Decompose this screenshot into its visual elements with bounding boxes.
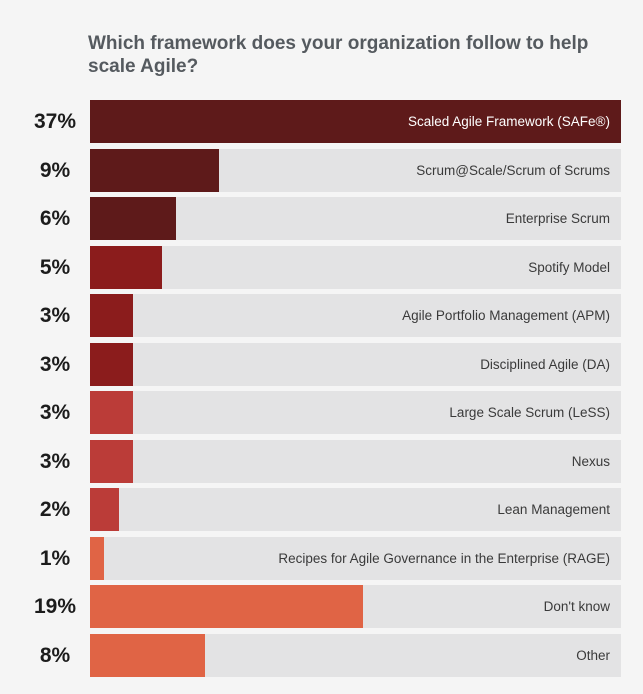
- bar-category-label: Scrum@Scale/Scrum of Scrums: [416, 162, 610, 178]
- bar-category-label: Scaled Agile Framework (SAFe®): [407, 114, 610, 129]
- bar: [90, 439, 133, 483]
- bar-row: 3% Large Scale Scrum (LeSS): [0, 391, 643, 434]
- bar-track: Large Scale Scrum (LeSS): [90, 391, 621, 434]
- bar-track: Don't know: [90, 585, 621, 628]
- bar-value-label: 3%: [39, 352, 71, 376]
- bar-value-label: 3%: [39, 304, 71, 327]
- bar-category-label: Nexus: [571, 453, 610, 469]
- chart-title: Which framework does your organization f…: [88, 33, 589, 77]
- bar-category-label: Agile Portfolio Management (APM): [402, 308, 610, 323]
- bar-track: Disciplined Agile (DA): [90, 342, 621, 386]
- bar-row: 3% Nexus: [0, 439, 643, 483]
- bar: [90, 100, 621, 143]
- bar: [90, 245, 162, 289]
- bar-value-label: 2%: [39, 498, 71, 521]
- bar-category-label: Spotify Model: [528, 259, 610, 275]
- bar-row: 3% Agile Portfolio Management (APM): [0, 294, 643, 337]
- bar-category-label: Lean Management: [497, 502, 610, 517]
- bar-value-label: 8%: [39, 643, 71, 667]
- bar: [90, 197, 176, 240]
- bar-row: 5% Spotify Model: [0, 245, 643, 289]
- bar-value-label: 6%: [39, 207, 71, 230]
- bar-row: 9% Scrum@Scale/Scrum of Scrums: [0, 148, 643, 192]
- bar-row: 6% Enterprise Scrum: [0, 197, 643, 240]
- bar-track: Scrum@Scale/Scrum of Scrums: [90, 148, 621, 192]
- bar-category-label: Enterprise Scrum: [505, 211, 610, 226]
- bar-track: Spotify Model: [90, 245, 621, 289]
- bar-category-label: Disciplined Agile (DA): [480, 356, 610, 372]
- bar: [90, 488, 119, 531]
- bar-row: 37% Scaled Agile Framework (SAFe®): [0, 100, 643, 143]
- bar-value-label: 3%: [39, 449, 71, 473]
- bar-value-label: 1%: [39, 546, 71, 570]
- bar-value-label: 3%: [39, 401, 71, 424]
- bar: [90, 585, 363, 628]
- bar: [90, 633, 205, 677]
- bar: [90, 148, 219, 192]
- bar-value-label: 37%: [33, 110, 77, 133]
- bar-track: Lean Management: [90, 488, 621, 531]
- bar-category-label: Large Scale Scrum (LeSS): [449, 405, 610, 420]
- bar-row: 19% Don't know: [0, 585, 643, 628]
- bar: [90, 536, 104, 580]
- bar-track: Agile Portfolio Management (APM): [90, 294, 621, 337]
- bar: [90, 391, 133, 434]
- bar-row: 8% Other: [0, 633, 643, 677]
- bar-track: Recipes for Agile Governance in the Ente…: [90, 536, 621, 580]
- bar: [90, 294, 133, 337]
- bar-value-label: 9%: [39, 158, 71, 182]
- bar-row: 2% Lean Management: [0, 488, 643, 531]
- bar-row: 1% Recipes for Agile Governance in the En…: [0, 536, 643, 580]
- bar-track: Nexus: [90, 439, 621, 483]
- bar-track: Enterprise Scrum: [90, 197, 621, 240]
- bar-value-label: 5%: [39, 255, 71, 279]
- bar: [90, 342, 133, 386]
- bar-track: Other: [90, 633, 621, 677]
- bar-value-label: 19%: [33, 595, 77, 618]
- bar-category-label: Recipes for Agile Governance in the Ente…: [278, 550, 610, 566]
- bar-category-label: Don't know: [543, 599, 610, 614]
- bar-row: 3% Disciplined Agile (DA): [0, 342, 643, 386]
- bar-track: Scaled Agile Framework (SAFe®): [90, 100, 621, 143]
- bar-category-label: Other: [576, 647, 610, 663]
